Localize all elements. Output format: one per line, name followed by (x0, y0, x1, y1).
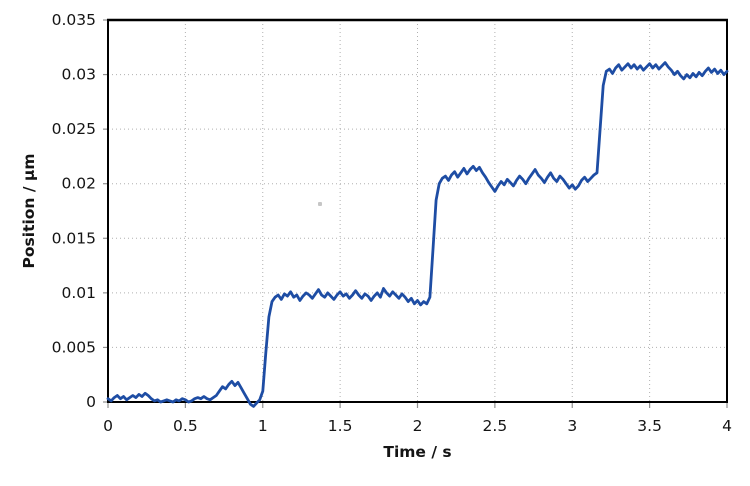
y-tick-label: 0.005 (52, 338, 96, 356)
position-trace (106, 61, 729, 408)
x-tick-label: 0.5 (173, 417, 198, 435)
stray-speck (318, 202, 322, 206)
x-tick-label: 2 (413, 417, 423, 435)
y-tick-label: 0.02 (61, 175, 96, 193)
y-axis-title: Position / µm (20, 153, 38, 269)
y-tick-label: 0 (86, 393, 96, 411)
y-tick-label: 0.035 (52, 11, 96, 29)
y-tick-label: 0.01 (61, 284, 96, 302)
y-tick-label: 0.025 (52, 120, 96, 138)
x-tick-label: 2.5 (483, 417, 508, 435)
x-tick-label: 4 (722, 417, 732, 435)
x-axis-title: Time / s (383, 443, 452, 461)
y-tick-label: 0.015 (52, 229, 96, 247)
x-tick-label: 3.5 (637, 417, 662, 435)
x-tick-label: 0 (103, 417, 113, 435)
y-tick-label: 0.03 (61, 66, 96, 84)
x-tick-label: 1.5 (328, 417, 353, 435)
x-tick-label: 1 (258, 417, 268, 435)
x-tick-label: 3 (567, 417, 577, 435)
